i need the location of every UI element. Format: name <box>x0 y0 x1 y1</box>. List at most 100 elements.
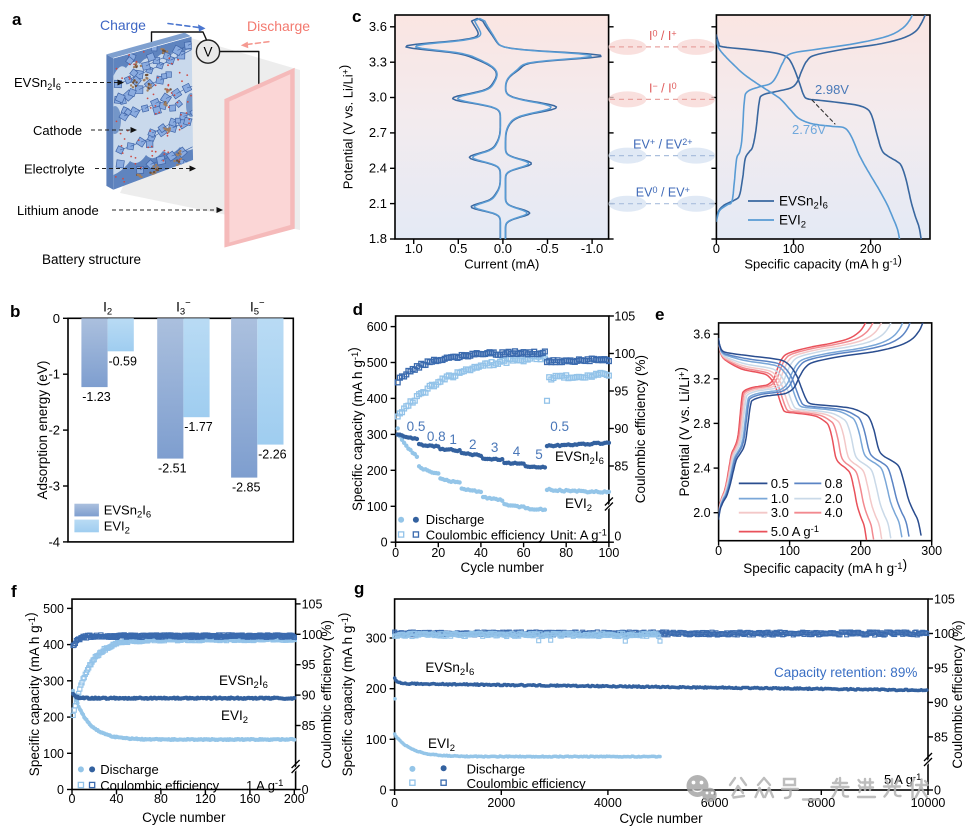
svg-text:0.5: 0.5 <box>771 476 789 491</box>
svg-text:Specific capacity (mA h g-1): Specific capacity (mA h g-1) <box>743 557 907 576</box>
svg-text:3.3: 3.3 <box>369 54 387 69</box>
svg-text:-1.23: -1.23 <box>82 390 111 404</box>
svg-text:80: 80 <box>154 792 168 806</box>
svg-text:200: 200 <box>860 241 882 256</box>
svg-text:2.0: 2.0 <box>693 506 710 520</box>
svg-text:400: 400 <box>367 392 388 406</box>
svg-text:Coulombic efficiency (%): Coulombic efficiency (%) <box>633 355 648 503</box>
svg-text:3.0: 3.0 <box>369 90 387 105</box>
svg-text:Lithium anode: Lithium anode <box>17 203 99 218</box>
svg-text:Coulombic efficiency: Coulombic efficiency <box>100 778 219 793</box>
svg-text:Electrolyte: Electrolyte <box>24 162 85 177</box>
svg-text:4000: 4000 <box>594 796 622 810</box>
svg-text:-0.59: -0.59 <box>108 354 137 368</box>
svg-text:2000: 2000 <box>487 796 515 810</box>
svg-text:-2: -2 <box>48 423 60 438</box>
svg-text:Capacity retention: 89%: Capacity retention: 89% <box>774 665 917 680</box>
svg-text:-1: -1 <box>48 367 60 382</box>
svg-text:200: 200 <box>367 464 388 478</box>
svg-text:0: 0 <box>57 783 64 797</box>
svg-text:90: 90 <box>934 696 948 710</box>
svg-text:-1.77: -1.77 <box>184 420 213 434</box>
svg-text:1: 1 <box>449 432 457 447</box>
svg-text:0: 0 <box>380 784 387 798</box>
svg-text:2.1: 2.1 <box>369 196 387 211</box>
svg-text:300: 300 <box>366 632 387 646</box>
svg-text:40: 40 <box>474 546 488 560</box>
svg-text:100: 100 <box>367 500 388 514</box>
svg-text:c: c <box>352 7 361 26</box>
svg-text:200: 200 <box>366 682 387 696</box>
svg-text:-2.26: -2.26 <box>258 448 287 462</box>
svg-text:2.4: 2.4 <box>369 161 387 176</box>
svg-text:EVI2: EVI2 <box>779 213 806 231</box>
svg-text:Battery structure: Battery structure <box>42 252 141 267</box>
svg-text:Coulombic efficiency: Coulombic efficiency <box>467 776 586 791</box>
svg-text:f: f <box>11 582 17 601</box>
svg-text:1.8: 1.8 <box>369 231 387 246</box>
svg-text:100: 100 <box>783 241 805 256</box>
svg-text:95: 95 <box>934 662 948 676</box>
svg-text:Current (mA): Current (mA) <box>464 257 539 272</box>
svg-text:85: 85 <box>302 719 316 733</box>
svg-text:Cycle number: Cycle number <box>619 811 703 826</box>
svg-text:Unit: A g-1: Unit: A g-1 <box>550 528 607 543</box>
svg-text:-0.5: -0.5 <box>536 241 558 256</box>
svg-text:0: 0 <box>715 544 722 558</box>
svg-text:-1.0: -1.0 <box>581 241 603 256</box>
svg-text:0.0: 0.0 <box>494 241 512 256</box>
svg-text:g: g <box>354 579 364 598</box>
svg-text:105: 105 <box>614 310 635 324</box>
svg-text:160: 160 <box>239 792 260 806</box>
svg-text:0: 0 <box>381 536 388 550</box>
svg-text:2.4: 2.4 <box>693 462 710 476</box>
svg-text:Specific capacity (mA h g-1): Specific capacity (mA h g-1) <box>346 347 365 511</box>
svg-text:1.0: 1.0 <box>771 491 789 506</box>
svg-text:e: e <box>655 305 664 324</box>
svg-text:600: 600 <box>367 320 388 334</box>
svg-text:95: 95 <box>302 658 316 672</box>
svg-text:5: 5 <box>535 447 543 462</box>
svg-text:500: 500 <box>367 356 388 370</box>
svg-text:EV+ / EV2+: EV+ / EV2+ <box>633 137 692 152</box>
svg-text:0.5: 0.5 <box>407 419 426 434</box>
svg-text:2.0: 2.0 <box>825 491 843 506</box>
svg-text:500: 500 <box>43 602 64 616</box>
svg-text:EVI2: EVI2 <box>565 496 592 514</box>
svg-text:Potential (V vs. Li/Li+): Potential (V vs. Li/Li+) <box>673 367 692 496</box>
svg-text:85: 85 <box>614 460 628 474</box>
svg-text:100: 100 <box>598 546 619 560</box>
svg-text:100: 100 <box>614 347 635 361</box>
svg-text:3.2: 3.2 <box>693 372 710 386</box>
svg-text:2.76V: 2.76V <box>792 122 826 137</box>
svg-text:EVI2: EVI2 <box>104 518 130 536</box>
svg-text:100: 100 <box>934 627 955 641</box>
svg-text:Specific capacity (mA h g-1): Specific capacity (mA h g-1) <box>336 613 355 777</box>
svg-text:60: 60 <box>517 546 531 560</box>
svg-text:5.0 A g-1: 5.0 A g-1 <box>771 524 819 539</box>
svg-text:-2.85: -2.85 <box>232 481 261 495</box>
svg-text:400: 400 <box>43 638 64 652</box>
svg-text:40: 40 <box>110 792 124 806</box>
svg-text:3: 3 <box>491 440 499 455</box>
svg-text:Discharge: Discharge <box>100 762 159 777</box>
svg-text:100: 100 <box>43 747 64 761</box>
svg-text:100: 100 <box>779 544 800 558</box>
svg-text:80: 80 <box>559 546 573 560</box>
svg-text:3.0: 3.0 <box>771 505 789 520</box>
svg-text:Potential (V vs. Li/Li+): Potential (V vs. Li/Li+) <box>337 65 356 190</box>
svg-text:Charge: Charge <box>100 17 146 33</box>
svg-text:90: 90 <box>614 422 628 436</box>
svg-text:3.6: 3.6 <box>693 328 710 342</box>
svg-text:Adsorption energy (eV): Adsorption energy (eV) <box>35 361 50 500</box>
svg-text:3.6: 3.6 <box>369 19 387 34</box>
svg-text:1.0: 1.0 <box>405 241 423 256</box>
svg-text:0: 0 <box>713 241 720 256</box>
svg-text:4: 4 <box>513 444 521 459</box>
svg-text:120: 120 <box>195 792 216 806</box>
svg-text:Cathode: Cathode <box>33 123 82 138</box>
svg-text:95: 95 <box>614 385 628 399</box>
svg-text:0: 0 <box>614 530 621 544</box>
svg-text:85: 85 <box>934 730 948 744</box>
svg-text:8000: 8000 <box>807 796 835 810</box>
